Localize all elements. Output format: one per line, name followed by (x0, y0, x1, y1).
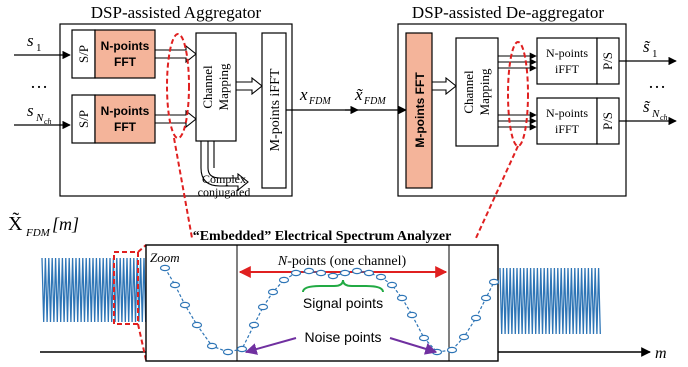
agg-output-sub: FDM (308, 96, 331, 107)
spectrum-point (292, 270, 301, 275)
fft-label-deagg: M-points FFT (413, 72, 427, 148)
ifft-block-deagg-bottom (537, 98, 597, 144)
spectrum-point (171, 282, 180, 287)
channel-mapping-agg-1: Channel (200, 65, 215, 109)
spectrum-point (250, 322, 259, 327)
spectrum-point (181, 302, 190, 307)
spectrum-left-oscillation (42, 258, 149, 322)
aggregator-title: DSP-assisted Aggregator (91, 3, 262, 22)
spectrum-point (224, 349, 233, 354)
ifft-deagg-bottom-2: iFFT (555, 122, 580, 136)
deagg-input-label: x̃ (354, 85, 363, 104)
deagg-input-sub: FDM (363, 96, 386, 107)
deaggregator-block: DSP-assisted De-aggregator x̃ FDM M-poin… (345, 3, 676, 196)
spectrum-ylabel-sub: FDM (25, 227, 51, 239)
ifft-deagg-top-2: iFFT (555, 62, 580, 76)
spectrum-point (388, 282, 397, 287)
aggregator-block: DSP-assisted Aggregator s 1 … s N ch S/P… (14, 3, 358, 199)
ps-label-top: P/S (600, 52, 615, 70)
spectrum-point (398, 295, 407, 300)
sp-label-bottom: S/P (76, 110, 91, 128)
svg-text:s̃: s̃ (643, 97, 651, 116)
spectrum-ylabel: X̃ (8, 211, 23, 235)
output-dots: … (648, 72, 666, 92)
spectrum-point (490, 279, 499, 284)
spectrum-xlabel: m (655, 345, 667, 362)
spectrum-point (269, 289, 278, 294)
ifft-deagg-top-1: N-points (546, 46, 588, 60)
spectrum-point (420, 335, 429, 340)
spectrum-point (259, 304, 268, 309)
svg-text:s: s (27, 101, 34, 120)
zoom-label: Zoom (150, 250, 180, 265)
spectrum-ylabel-arg: [m] (52, 214, 79, 234)
ifft-deagg-bottom-1: N-points (546, 106, 588, 120)
spectrum-point (329, 273, 338, 278)
svg-text:N: N (651, 108, 660, 120)
fft-block-top (95, 30, 155, 78)
spectrum-point (377, 274, 386, 279)
spectrum-point (408, 312, 417, 317)
spectrum-point (280, 277, 289, 282)
spectrum-right-oscillation (500, 268, 600, 334)
channel-mapping-agg-2: Mapping (216, 63, 231, 110)
spectrum-point (238, 346, 247, 351)
ps-label-bottom: P/S (600, 112, 615, 130)
fft-label-top-2: FFT (114, 55, 137, 69)
fft-label-bottom-1: N-points (101, 104, 150, 118)
zoom-line-top (138, 245, 146, 252)
spectrum-section: X̃ FDM [m] m “Embedded” Electrical Spect… (8, 211, 667, 362)
complex-label-2: conjugated (198, 185, 251, 199)
spectrum-point (341, 270, 350, 275)
spectrum-point (305, 268, 314, 273)
spectrum-point (482, 295, 491, 300)
spectrum-title: “Embedded” Electrical Spectrum Analyzer (193, 229, 452, 244)
spectrum-point (460, 334, 469, 339)
svg-text:ch: ch (660, 113, 668, 122)
spectrum-point (472, 315, 481, 320)
spectrum-point (448, 347, 457, 352)
deaggregator-title: DSP-assisted De-aggregator (412, 3, 604, 22)
fft-block-bottom (95, 95, 155, 143)
noise-label: Noise points (304, 329, 381, 345)
channel-mapping-deagg-2: Mapping (477, 68, 492, 115)
output-s1: s̃ 1 (619, 37, 676, 61)
svg-text:1: 1 (36, 42, 42, 54)
agg-output-label: x (299, 85, 308, 104)
channel-mapping-deagg-1: Channel (461, 70, 476, 114)
input-dots: … (30, 72, 48, 92)
spectrum-point (317, 270, 326, 275)
output-sNch: s̃ N ch (619, 97, 676, 122)
svg-text:1: 1 (652, 48, 658, 60)
zoom-line-bottom (138, 324, 146, 360)
fft-label-top-1: N-points (101, 39, 150, 53)
spectrum-point (193, 322, 202, 327)
complex-label-1: Complex (202, 172, 246, 186)
svg-text:N: N (35, 112, 44, 124)
signal-label: Signal points (303, 295, 383, 311)
spectrum-point (208, 343, 217, 348)
npoints-label: N-points (one channel) (277, 254, 407, 269)
ifft-label-agg: M-points iFFT (268, 68, 283, 151)
sp-label-top: S/P (76, 45, 91, 63)
spectrum-point (161, 265, 170, 270)
fft-label-bottom-2: FFT (114, 120, 137, 134)
svg-text:s: s (27, 31, 34, 50)
svg-text:s̃: s̃ (643, 37, 651, 56)
spectrum-point (365, 270, 374, 275)
ifft-block-deagg-top (537, 38, 597, 84)
spectrum-point (353, 268, 362, 273)
